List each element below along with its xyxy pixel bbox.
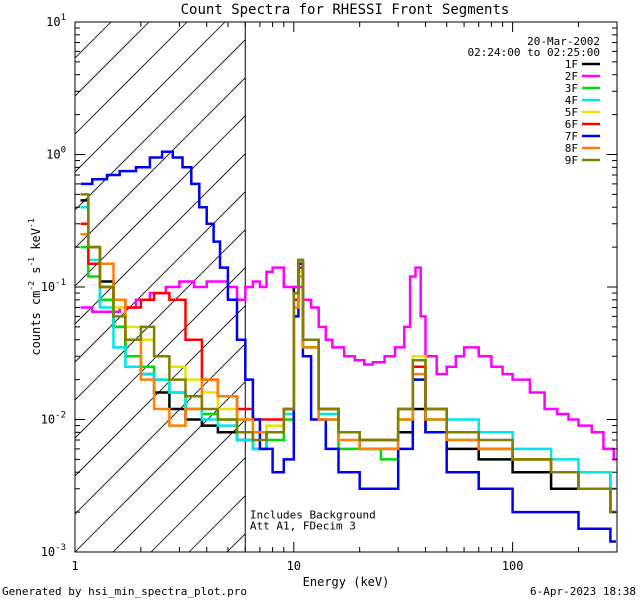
y-axis-label: counts cm-2 s-1 keV-1 (27, 218, 43, 355)
y-axis-label-main: counts cm (29, 291, 43, 356)
y-tick-label: 10-2 (41, 411, 66, 427)
y-axis-label-s: s (29, 267, 43, 281)
legend-label: 6F (565, 118, 578, 131)
y-axis-label-exp2: -1 (27, 257, 36, 267)
x-axis-label: Energy (keV) (303, 575, 390, 589)
annotation-line-1: Includes Background (250, 509, 376, 522)
series-line-3F (80, 245, 616, 491)
x-tick-label: 100 (502, 559, 524, 573)
y-axis-label-exp3: -1 (27, 218, 36, 228)
series-line-6F (80, 222, 616, 514)
legend-label: 5F (565, 106, 578, 119)
chart-title: Count Spectra for RHESSI Front Segments (181, 2, 510, 18)
time-range-label: 02:24:00 to 02:25:00 (468, 46, 600, 59)
annotation: Includes Background Att A1, FDecim 3 (250, 509, 376, 533)
hatch-line (150, 457, 246, 552)
y-tick-label: 100 (46, 146, 66, 162)
series-line-2F (80, 266, 617, 461)
x-tick-labels: 1 10 100 (71, 559, 523, 573)
legend-label: 4F (565, 94, 578, 107)
hatch-region (75, 22, 246, 552)
y-axis-label-exp1: -2 (27, 281, 36, 291)
hatch-line (112, 419, 246, 552)
hatch-line (75, 22, 188, 135)
hatch-line (75, 39, 246, 211)
annotation-line-2: Att A1, FDecim 3 (250, 520, 356, 533)
y-tick-label: 10-3 (41, 543, 66, 559)
legend-label: 3F (565, 82, 578, 95)
series-line-8F (80, 233, 616, 514)
axis-ticks (74, 21, 618, 553)
hatch-line (75, 343, 246, 515)
y-tick-labels: 10-3 10-2 10-1 100 101 (41, 13, 66, 559)
hatch-line (75, 77, 246, 249)
hatch-line (75, 267, 246, 439)
hatch-line (75, 229, 246, 401)
series-line-9F (80, 193, 616, 514)
legend-label: 2F (565, 70, 578, 83)
y-tick-label: 101 (46, 13, 66, 29)
series-layer (80, 150, 617, 543)
legend-label: 1F (565, 58, 578, 71)
x-tick-label: 10 (287, 559, 301, 573)
hatch-line (75, 305, 246, 477)
date-label: 20-Mar-2002 (527, 35, 600, 48)
generated-by-label: Generated by hsi_min_spectra_plot.pro (2, 585, 247, 598)
legend-label: 9F (565, 154, 578, 167)
y-axis-label-kev: keV (29, 228, 43, 257)
y-tick-label: 10-1 (41, 278, 66, 294)
legend-label: 7F (565, 130, 578, 143)
hatch-line (75, 22, 226, 173)
x-tick-label: 1 (71, 559, 78, 573)
legend-label: 8F (565, 142, 578, 155)
series-line-4F (80, 205, 616, 491)
hatch-line (75, 191, 246, 363)
series-line-5F (80, 222, 616, 514)
series-line-7F (80, 150, 616, 543)
hatch-line (75, 381, 246, 552)
timestamp-label: 6-Apr-2023 18:38 (530, 585, 636, 598)
